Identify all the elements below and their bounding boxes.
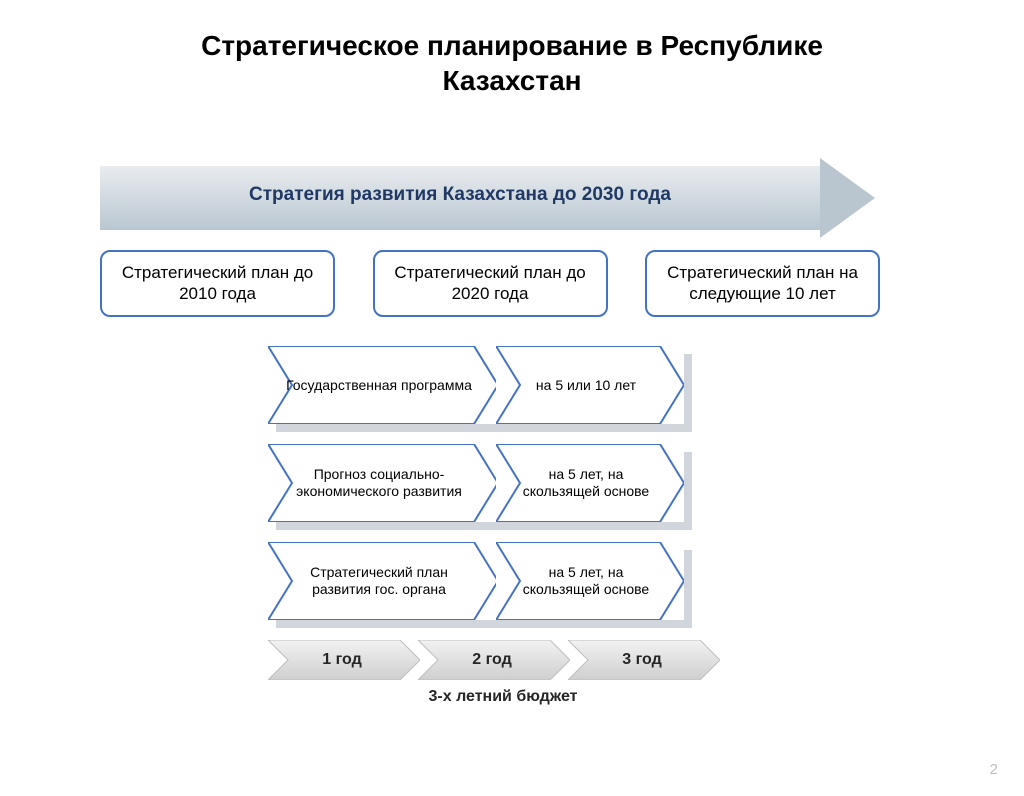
year-chevron: 2 год xyxy=(418,640,570,680)
chevron-right-label: на 5 лет, на скользящей основе xyxy=(508,542,664,620)
chevron-right-label: на 5 лет, на скользящей основе xyxy=(508,444,664,522)
year-chevron: 1 год xyxy=(268,640,420,680)
plan-box-2020: Стратегический план до 2020 года xyxy=(373,250,608,317)
page-title: Стратегическое планирование в Республике… xyxy=(0,28,1024,98)
plan-box-2010: Стратегический план до 2010 года xyxy=(100,250,335,317)
budget-caption: 3-х летний бюджет xyxy=(268,688,738,706)
chevron-left: Прогноз социально-экономического развити… xyxy=(268,444,498,522)
year-row: 1 год 2 год xyxy=(268,640,738,684)
year-label: 3 год xyxy=(586,640,698,680)
plan-box-next10: Стратегический план на следующие 10 лет xyxy=(645,250,880,317)
chevron-left: Государственная программа xyxy=(268,346,498,424)
chevron-right: на 5 лет, на скользящей основе xyxy=(496,542,684,620)
chevron-left-label: Прогноз социально-экономического развити… xyxy=(280,444,478,522)
chevron-row: Стратегический план развития гос. органа… xyxy=(268,536,738,628)
chevron-left-label: Государственная программа xyxy=(280,346,478,424)
year-chevron: 3 год xyxy=(568,640,720,680)
title-line1: Стратегическое планирование в Республике xyxy=(201,30,823,61)
chevron-left: Стратегический план развития гос. органа xyxy=(268,542,498,620)
chevron-right-label: на 5 или 10 лет xyxy=(508,346,664,424)
chevron-row: Прогноз социально-экономического развити… xyxy=(268,438,738,530)
strategy-arrow: Стратегия развития Казахстана до 2030 го… xyxy=(100,158,880,238)
chevron-left-label: Стратегический план развития гос. органа xyxy=(280,542,478,620)
chevron-row: Государственная программа на 5 или 10 ле… xyxy=(268,340,738,432)
page-number: 2 xyxy=(990,761,998,778)
arrow-label: Стратегия развития Казахстана до 2030 го… xyxy=(100,184,820,206)
year-label: 2 год xyxy=(436,640,548,680)
chevron-right: на 5 лет, на скользящей основе xyxy=(496,444,684,522)
arrow-head-icon xyxy=(820,158,875,238)
year-label: 1 год xyxy=(286,640,398,680)
plan-row: Стратегический план до 2010 года Стратег… xyxy=(100,250,880,317)
title-line2: Казахстан xyxy=(442,65,581,96)
chevron-right: на 5 или 10 лет xyxy=(496,346,684,424)
chevron-rows: Государственная программа на 5 или 10 ле… xyxy=(268,340,738,634)
